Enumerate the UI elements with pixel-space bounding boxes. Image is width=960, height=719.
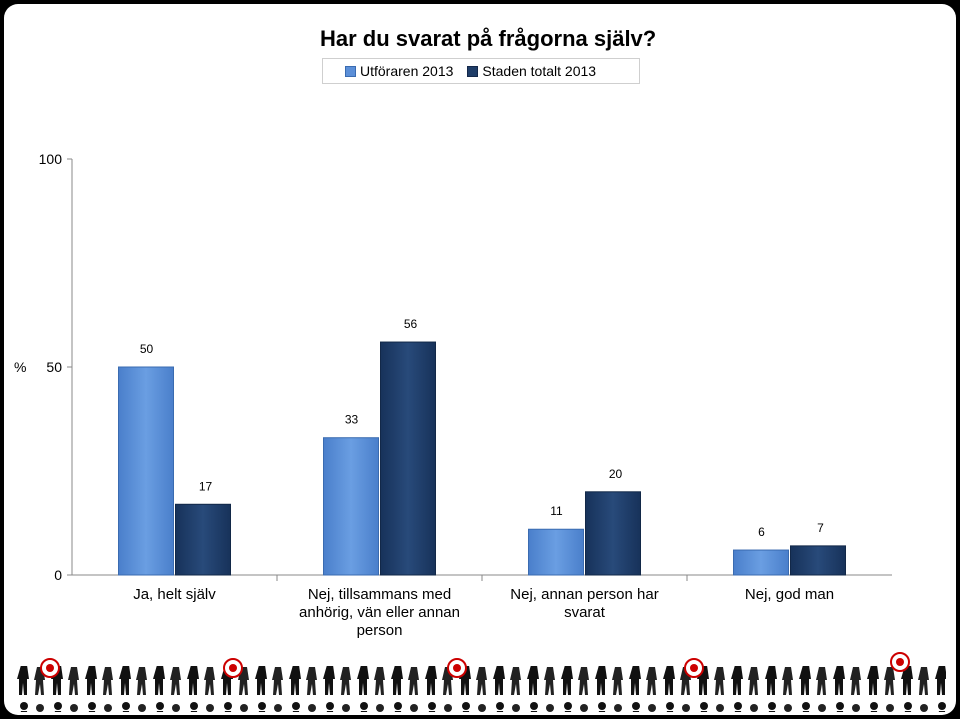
x-category-label: Nej, tillsammans med <box>308 586 451 603</box>
data-label: 17 <box>199 479 213 493</box>
legend-label-series-1: Utföraren 2013 <box>360 63 454 79</box>
x-category-label: Nej, god man <box>745 586 834 603</box>
legend-swatch-series-1 <box>345 65 356 77</box>
chart-bars <box>118 341 846 576</box>
y-tick-label: 0 <box>54 567 62 583</box>
x-category-label: person <box>357 622 403 639</box>
x-category-label: Ja, helt själv <box>133 586 216 603</box>
bar-series-1 <box>118 366 174 576</box>
bar-series-2 <box>175 503 231 576</box>
legend-item-series-1: Utföraren 2013 <box>345 63 453 79</box>
data-label: 6 <box>758 525 765 539</box>
walking-people-silhouettes <box>16 666 946 712</box>
bar-series-1 <box>733 549 789 576</box>
bar-series-2 <box>790 545 846 576</box>
y-tick-label: 100 <box>39 151 63 167</box>
legend-item-series-2: Staden totalt 2013 <box>467 63 596 79</box>
data-label: 50 <box>140 342 154 356</box>
chart-plot: 0 50 100% 50 17 Ja, helt själv 33 56 Nej, tills… <box>14 151 892 639</box>
footer-decoration <box>16 652 946 712</box>
bar-series-1 <box>323 437 379 576</box>
y-tick-label: 50 <box>46 359 62 375</box>
data-label: 56 <box>404 317 418 331</box>
legend-label-series-2: Staden totalt 2013 <box>482 63 597 79</box>
target-icon <box>40 658 60 678</box>
chart-labels: 50 17 Ja, helt själv 33 56 Nej, tillsammans m… <box>133 317 834 639</box>
x-category-label: svarat <box>564 604 606 621</box>
slide: Har du svarat på frågorna själv? Utförar… <box>4 4 956 715</box>
target-icon <box>890 652 910 672</box>
bar-series-1 <box>528 528 584 576</box>
data-label: 7 <box>817 521 824 535</box>
target-icon <box>684 658 704 678</box>
x-category-label: Nej, annan person har <box>510 586 658 603</box>
y-axis-label: % <box>14 359 26 375</box>
target-icon <box>447 658 467 678</box>
data-label: 11 <box>550 504 563 518</box>
chart-title: Har du svarat på frågorna själv? <box>320 26 657 51</box>
legend-swatch-series-2 <box>467 65 479 77</box>
chart-legend: Utföraren 2013 Staden totalt 2013 <box>322 58 640 84</box>
data-label: 33 <box>345 413 359 427</box>
target-icon <box>223 658 243 678</box>
bar-series-2 <box>585 491 641 576</box>
bar-series-2 <box>380 341 436 576</box>
x-category-label: anhörig, vän eller annan <box>299 604 460 621</box>
data-label: 20 <box>609 467 623 481</box>
